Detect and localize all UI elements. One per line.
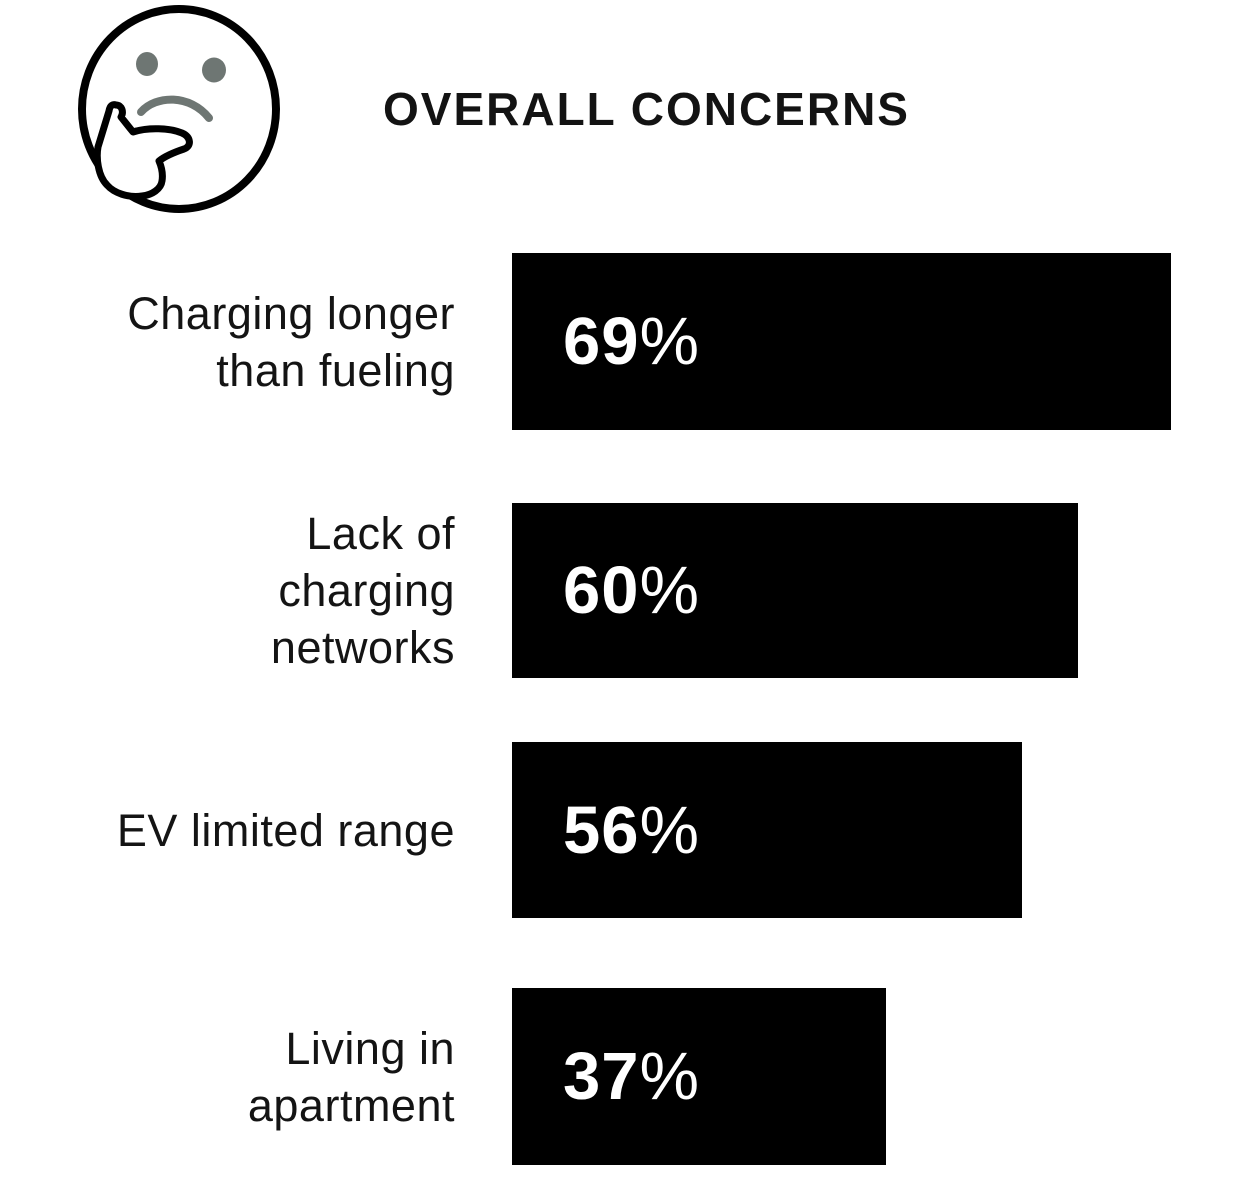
- bar: 69%: [512, 253, 1171, 430]
- category-label-line: Lack of: [306, 508, 455, 559]
- bar-value: 56: [563, 792, 640, 868]
- bar: 37%: [512, 988, 886, 1165]
- category-label-line: networks: [270, 622, 455, 673]
- thinking-face-icon: [78, 5, 280, 213]
- thinking-hand: [93, 101, 193, 200]
- left-eye: [136, 52, 158, 76]
- percent-sign: %: [639, 1039, 700, 1114]
- bar: 56%: [512, 742, 1022, 918]
- bar-value: 60: [563, 553, 640, 628]
- frown-mouth: [137, 95, 213, 122]
- bar-value: 69: [563, 304, 640, 379]
- category-label-line: Charging longer: [127, 287, 455, 339]
- category-label-line: EV limited range: [116, 804, 455, 856]
- chart-row: Living in apartment 37%: [0, 988, 886, 1165]
- category-label: Charging longer than fueling: [0, 285, 455, 399]
- chart-row: Lack of charging networks 60%: [0, 503, 1078, 678]
- percent-sign: %: [639, 304, 700, 379]
- bar: 60%: [512, 503, 1078, 678]
- category-label-line: Living in: [285, 1022, 455, 1074]
- chart-row: Charging longer than fueling 69%: [0, 253, 1171, 430]
- category-label-line: than fueling: [216, 344, 455, 396]
- percent-sign: %: [639, 553, 700, 628]
- chart-row: EV limited range 56%: [0, 742, 1022, 918]
- category-label: Living in apartment: [0, 1020, 455, 1134]
- page-title: OVERALL CONCERNS: [383, 83, 910, 135]
- category-label: EV limited range: [0, 802, 455, 859]
- right-eye: [202, 57, 226, 83]
- bar-value: 37: [563, 1039, 640, 1114]
- category-label-line: charging: [278, 565, 455, 616]
- percent-sign: %: [639, 792, 700, 868]
- category-label-line: apartment: [247, 1079, 455, 1131]
- category-label: Lack of charging networks: [0, 505, 455, 676]
